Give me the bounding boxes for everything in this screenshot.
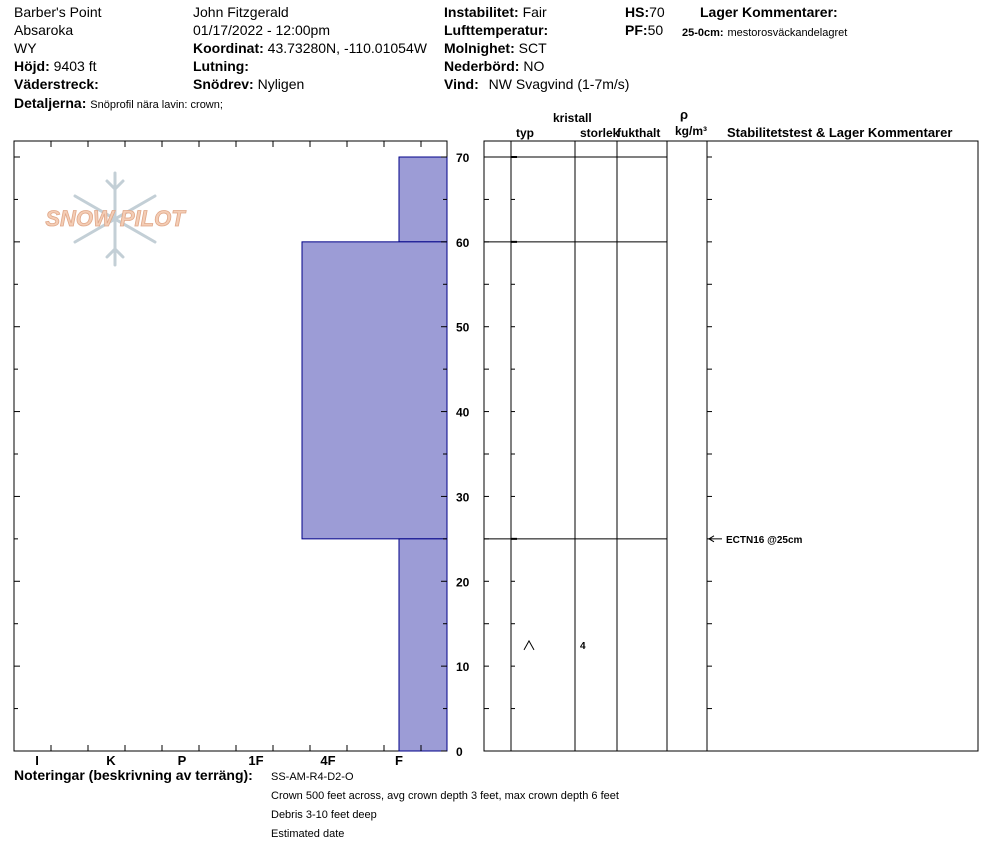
hardness-label: F bbox=[395, 753, 403, 768]
height-label: 20 bbox=[456, 575, 470, 589]
height-label: 10 bbox=[456, 660, 470, 674]
hs-value: 70 bbox=[649, 4, 665, 20]
aspect: Väderstreck: bbox=[14, 76, 99, 92]
hardness-label: P bbox=[178, 753, 187, 768]
logo-text: SNOW PILOT bbox=[45, 206, 186, 231]
layer-comment-depth: 25-0cm: bbox=[682, 27, 724, 39]
layer-bar bbox=[301, 241, 448, 540]
wind: Vind: NW Svagvind (1-7m/s) bbox=[444, 76, 629, 92]
layer-comment: 25-0cm: mestorosväckandelagret bbox=[682, 23, 847, 41]
grain-size: 4 bbox=[580, 641, 586, 652]
sky-label: Molnighet: bbox=[444, 40, 515, 56]
snowflake-icon bbox=[73, 171, 157, 267]
wind-value: NW Svagvind (1-7m/s) bbox=[488, 76, 630, 92]
sky-value: SCT bbox=[518, 40, 547, 56]
details: Detaljerna: Snöprofil nära lavin: crown; bbox=[14, 95, 223, 113]
layer-bar bbox=[398, 156, 448, 243]
col-density-unit: kg/m³ bbox=[675, 124, 708, 138]
layer-comments-title: Lager Kommentarer: bbox=[700, 4, 838, 20]
state: WY bbox=[14, 40, 37, 56]
hardness-label: 1F bbox=[248, 753, 263, 768]
details-value: Snöprofil nära lavin: crown; bbox=[90, 99, 223, 111]
height-label: 60 bbox=[456, 236, 470, 250]
instability-value: Fair bbox=[522, 4, 547, 20]
elevation-value: 9403 ft bbox=[53, 58, 97, 74]
pf-value: 50 bbox=[647, 22, 664, 38]
grain-type-symbol bbox=[523, 639, 535, 651]
wind-loading: Snödrev: Nyligen bbox=[193, 76, 304, 92]
hardness-label: I bbox=[35, 753, 39, 768]
precip-value: NO bbox=[523, 58, 545, 74]
coordinates: Koordinat: 43.73280N, -110.01054W bbox=[193, 40, 427, 56]
precip: Nederbörd: NO bbox=[444, 58, 544, 74]
height-label: 30 bbox=[456, 490, 470, 504]
hardness-label: 4F bbox=[320, 753, 335, 768]
wind-label: Vind: bbox=[444, 76, 479, 92]
mountain-range: Absaroka bbox=[14, 22, 74, 38]
notes-line: Crown 500 feet across, avg crown depth 3… bbox=[271, 790, 619, 802]
instability: Instabilitet: Fair bbox=[444, 4, 547, 20]
hs-label: HS: bbox=[625, 4, 650, 20]
instability-label: Instabilitet: bbox=[444, 4, 519, 20]
col-type: typ bbox=[516, 126, 534, 140]
col-moisture: fukthalt bbox=[617, 126, 661, 140]
height-label: 40 bbox=[456, 406, 470, 420]
col-crystal: kristall bbox=[553, 111, 592, 125]
stability-test-label: ECTN16 @25cm bbox=[726, 535, 803, 546]
precip-label: Nederbörd: bbox=[444, 58, 520, 74]
wind-loading-label: Snödrev: bbox=[193, 76, 254, 92]
data-table-frame bbox=[483, 140, 979, 752]
height-label: 0 bbox=[456, 745, 463, 759]
pf-label: PF: bbox=[625, 22, 648, 38]
slope: Lutning: bbox=[193, 58, 249, 74]
layer-bar bbox=[398, 538, 448, 752]
aspect-label: Väderstreck: bbox=[14, 76, 99, 92]
notes-label: Noteringar (beskrivning av terräng): bbox=[14, 767, 253, 783]
air-temp-label: Lufttemperatur: bbox=[444, 22, 549, 38]
coord-value: 43.73280N, -110.01054W bbox=[267, 40, 427, 56]
location-name: Barber's Point bbox=[14, 4, 102, 20]
height-label: 50 bbox=[456, 321, 470, 335]
col-size: storlek bbox=[580, 126, 620, 140]
wind-loading-value: Nyligen bbox=[257, 76, 305, 92]
details-label: Detaljerna: bbox=[14, 95, 87, 111]
notes-line: SS-AM-R4-D2-O bbox=[271, 771, 354, 783]
slope-label: Lutning: bbox=[193, 58, 249, 74]
layer-comment-text: mestorosväckandelagret bbox=[727, 27, 848, 39]
datetime: 01/17/2022 - 12:00pm bbox=[193, 22, 330, 38]
coord-label: Koordinat: bbox=[193, 40, 264, 56]
air-temp: Lufttemperatur: bbox=[444, 22, 548, 38]
elevation-label: Höjd: bbox=[14, 58, 50, 74]
pf: PF:50 bbox=[625, 22, 663, 38]
col-density-symbol: ρ bbox=[680, 107, 689, 122]
sky: Molnighet: SCT bbox=[444, 40, 547, 56]
observer: John Fitzgerald bbox=[193, 4, 289, 20]
arrow-head-icon bbox=[708, 535, 715, 543]
elevation: Höjd: 9403 ft bbox=[14, 58, 96, 74]
col-stability: Stabilitetstest & Lager Kommentarer bbox=[727, 125, 953, 140]
notes-line: Debris 3-10 feet deep bbox=[271, 809, 377, 821]
hs: HS:70 bbox=[625, 4, 665, 20]
height-label: 70 bbox=[456, 151, 470, 165]
snowpilot-logo: SNOW PILOT bbox=[45, 171, 187, 267]
notes-line: Estimated date bbox=[271, 828, 345, 840]
hardness-label: K bbox=[106, 753, 116, 768]
